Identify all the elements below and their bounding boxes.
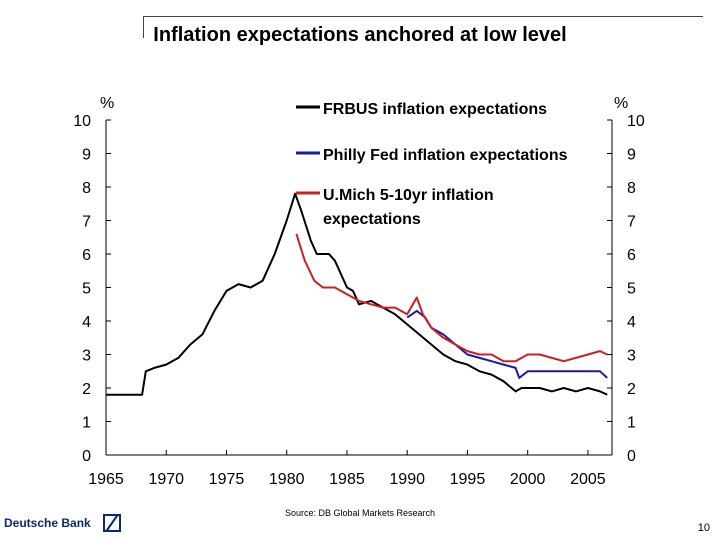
y-tick-label-left: 3 bbox=[82, 348, 91, 365]
y-tick-label-left: 1 bbox=[82, 415, 91, 432]
y-tick-label-right: 4 bbox=[627, 314, 636, 331]
series-line-1 bbox=[106, 192, 608, 396]
series-line-2 bbox=[406, 309, 608, 379]
y-tick-label-left: 4 bbox=[82, 314, 91, 331]
y-unit-label-right: % bbox=[614, 95, 628, 112]
title-frame-corner bbox=[143, 16, 144, 38]
x-tick-label: 1985 bbox=[329, 471, 365, 488]
y-tick-label-right: 8 bbox=[627, 180, 636, 197]
slide-title: Inflation expectations anchored at low l… bbox=[153, 24, 567, 46]
y-tick-label-left: 2 bbox=[82, 381, 91, 398]
source-note: Source: DB Global Markets Research bbox=[284, 508, 436, 518]
x-tick-label: 1980 bbox=[269, 471, 305, 488]
y-tick-label-left: 7 bbox=[82, 214, 91, 231]
y-tick-label-left: 8 bbox=[82, 180, 91, 197]
y-unit-label-left: % bbox=[100, 95, 114, 112]
y-tick-label-right: 3 bbox=[627, 348, 636, 365]
y-tick-label-right: 10 bbox=[627, 113, 645, 130]
y-tick-label-right: 9 bbox=[627, 147, 636, 164]
page-number: 10 bbox=[697, 522, 710, 534]
x-tick-label: 1975 bbox=[209, 471, 245, 488]
x-tick-label: 1990 bbox=[389, 471, 425, 488]
legend-label-3: U.Mich 5-10yr inflation bbox=[323, 187, 494, 204]
y-tick-label-left: 0 bbox=[82, 448, 91, 465]
x-tick-label: 2000 bbox=[510, 471, 546, 488]
y-tick-label-left: 6 bbox=[82, 247, 91, 264]
y-tick-label-left: 9 bbox=[82, 147, 91, 164]
x-tick-label: 2005 bbox=[570, 471, 606, 488]
y-tick-label-right: 2 bbox=[627, 381, 636, 398]
y-tick-label-left: 10 bbox=[73, 113, 91, 130]
deutsche-bank-logo: Deutsche Bank bbox=[4, 514, 121, 532]
y-tick-label-right: 6 bbox=[627, 247, 636, 264]
y-tick-label-right: 1 bbox=[627, 415, 636, 432]
y-tick-label-right: 7 bbox=[627, 214, 636, 231]
legend-label-3-cont: expectations bbox=[323, 211, 421, 228]
x-tick-label: 1995 bbox=[450, 471, 486, 488]
y-tick-label-right: 5 bbox=[627, 281, 636, 298]
series-line-3 bbox=[295, 233, 608, 363]
slash-square-icon bbox=[102, 514, 121, 532]
title-frame-line bbox=[143, 16, 703, 17]
y-tick-label-left: 5 bbox=[82, 281, 91, 298]
legend-label-2: Philly Fed inflation expectations bbox=[323, 147, 568, 164]
legend-label-1: FRBUS inflation expectations bbox=[323, 101, 547, 118]
logo-text: Deutsche Bank bbox=[4, 516, 91, 530]
y-tick-label-right: 0 bbox=[627, 448, 636, 465]
x-tick-label: 1965 bbox=[88, 471, 124, 488]
x-tick-label: 1970 bbox=[148, 471, 184, 488]
